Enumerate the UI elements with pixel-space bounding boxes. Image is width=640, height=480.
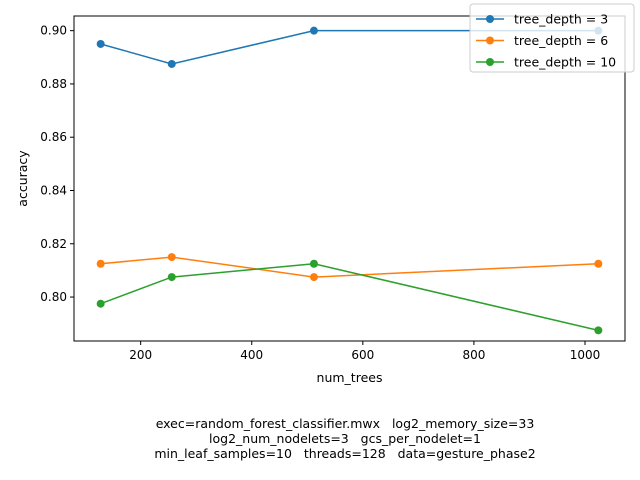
x-tick-label: 1000 — [570, 348, 601, 362]
data-point — [167, 253, 176, 262]
series-2 — [96, 253, 603, 282]
x-tick-label: 600 — [351, 348, 374, 362]
y-tick-label: 0.82 — [40, 237, 67, 251]
legend-entry: tree_depth = 10 — [476, 55, 616, 70]
x-tick-label: 800 — [462, 348, 485, 362]
series-line — [100, 262, 599, 332]
chart-caption: exec=random_forest_classifier.mwx log2_m… — [0, 416, 640, 461]
caption-line-3: min_leaf_samples=10 threads=128 data=ges… — [154, 446, 536, 461]
legend-entry: tree_depth = 6 — [476, 33, 608, 48]
series-3 — [96, 259, 603, 335]
legend-box — [469, 3, 635, 73]
x-axis-label: num_trees — [317, 370, 383, 385]
legend-label: tree_depth = 3 — [514, 12, 608, 27]
x-tick-label: 400 — [240, 348, 263, 362]
data-point — [96, 259, 105, 268]
axes-frame — [73, 15, 626, 342]
legend-marker — [486, 36, 494, 45]
legend: tree_depth = 3 tree_depth = 6 tree_depth =… — [469, 3, 635, 73]
legend-entry: tree_depth = 3 — [476, 12, 608, 27]
data-point — [309, 273, 318, 282]
x-tick-label: 200 — [129, 348, 152, 362]
data-point — [594, 326, 603, 335]
caption-line-1: exec=random_forest_classifier.mwx log2_m… — [155, 416, 535, 431]
data-point — [309, 259, 318, 268]
series-line — [100, 256, 599, 278]
legend-marker — [486, 58, 494, 66]
plot-area — [96, 26, 603, 335]
legend-label: tree_depth = 6 — [514, 33, 608, 48]
data-point — [167, 273, 176, 282]
y-tick-label: 0.86 — [40, 130, 67, 144]
legend-label: tree_depth = 10 — [514, 55, 616, 70]
series-line — [100, 29, 599, 65]
y-tick-label: 0.88 — [40, 77, 67, 91]
data-point — [167, 59, 176, 68]
data-point — [594, 259, 603, 268]
y-tick-label: 0.84 — [40, 183, 67, 197]
y-axis-label: accuracy — [15, 150, 30, 207]
legend-marker — [486, 15, 494, 23]
y-tick-label: 0.80 — [40, 290, 67, 304]
y-axis: 0.80 0.82 0.84 0.86 0.88 0.90 — [40, 24, 74, 304]
x-axis: 200 400 600 800 1000 — [129, 341, 600, 362]
data-point — [96, 299, 105, 308]
data-point — [96, 39, 105, 48]
data-point — [309, 26, 318, 35]
y-tick-label: 0.90 — [40, 24, 67, 38]
caption-line-2: log2_num_nodelets=3 gcs_per_nodelet=1 — [209, 431, 481, 446]
